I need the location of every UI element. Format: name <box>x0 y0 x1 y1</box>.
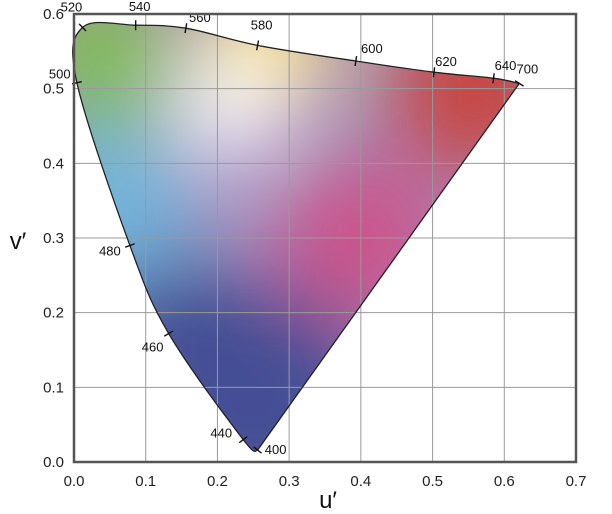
wavelength-tick <box>163 330 174 337</box>
y-tick-label: 0.1 <box>43 379 64 396</box>
wavelength-label: 480 <box>99 243 121 258</box>
wavelength-label: 640 <box>495 58 517 73</box>
plot-frame <box>72 12 578 464</box>
fill-blob <box>72 22 178 134</box>
wavelength-label: 620 <box>435 54 457 69</box>
fill-blob <box>176 48 287 159</box>
wavelength-tick-marks <box>71 20 524 454</box>
wavelength-label: 460 <box>142 340 164 355</box>
wavelength-labels: 400 440 460 480 500 520 540 560 580 600 620 640 700 <box>49 0 538 457</box>
y-tick-label: 0.0 <box>43 454 64 471</box>
wavelength-label: 520 <box>61 0 83 14</box>
y-tick-label: 0.3 <box>43 230 64 247</box>
y-tick-label: 0.6 <box>43 6 64 23</box>
wavelength-tick <box>238 436 248 444</box>
wavelength-tick <box>514 80 524 87</box>
wavelength-label: 700 <box>516 61 538 76</box>
y-tick-label: 0.2 <box>43 305 64 322</box>
spectral-locus-group <box>71 21 521 453</box>
wavelength-tick <box>78 23 87 32</box>
wavelength-label: 440 <box>210 426 232 441</box>
wavelength-label: 580 <box>251 17 273 32</box>
y-tick-label: 0.5 <box>43 81 64 98</box>
wavelength-label: 600 <box>361 41 383 56</box>
y-tick-label: 0.4 <box>43 155 64 172</box>
x-tick-label: 0.5 <box>422 473 443 490</box>
wavelength-tick <box>253 446 262 454</box>
spectral-locus <box>71 21 521 453</box>
x-tick-label: 0.6 <box>494 473 515 490</box>
x-tick-labels: 0.0 0.1 0.2 0.3 0.4 0.5 0.6 0.7 <box>64 473 587 490</box>
wavelength-tick <box>432 67 436 78</box>
x-axis-title: u′ <box>319 487 337 514</box>
x-tick-label: 0.7 <box>566 473 587 490</box>
wavelength-tick <box>354 55 358 67</box>
x-tick-label: 0.0 <box>64 473 85 490</box>
wavelength-label: 540 <box>129 0 151 14</box>
wavelength-tick <box>184 23 188 34</box>
x-tick-label: 0.3 <box>279 473 300 490</box>
wavelength-label: 400 <box>265 442 287 457</box>
y-tick-labels: 0.0 0.1 0.2 0.3 0.4 0.5 0.6 <box>43 6 64 471</box>
x-tick-label: 0.4 <box>350 473 371 490</box>
wavelength-label: 560 <box>189 10 211 25</box>
wavelength-label: 500 <box>49 67 71 82</box>
wavelength-tick <box>255 40 260 51</box>
y-axis-title: v′ <box>10 228 27 255</box>
x-tick-label: 0.1 <box>135 473 156 490</box>
x-tick-label: 0.2 <box>207 473 228 490</box>
wavelength-tick <box>125 243 135 248</box>
wavelength-tick <box>492 73 495 84</box>
